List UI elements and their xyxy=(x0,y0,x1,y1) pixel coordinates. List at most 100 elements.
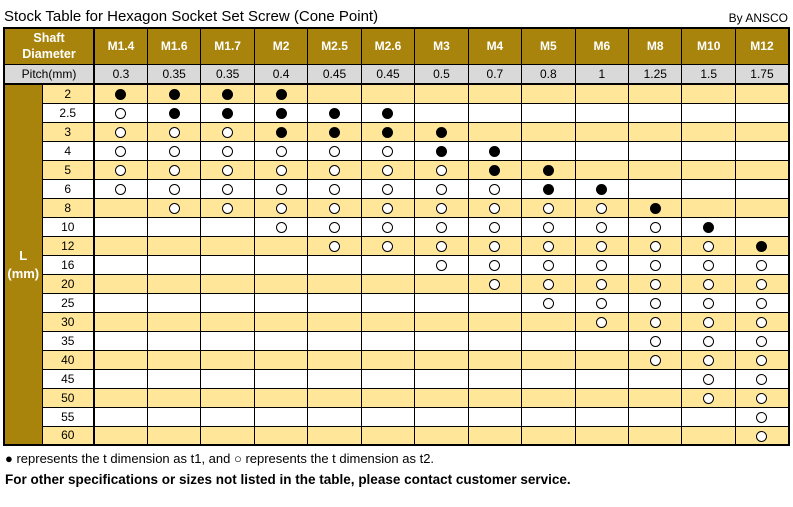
table-row-l3: 3 xyxy=(4,121,790,142)
open-circle-t2-icon xyxy=(489,240,501,252)
stock-cell-m2-l30 xyxy=(253,311,309,332)
open-circle-t2-icon xyxy=(168,164,180,176)
table-row-l10: 10 xyxy=(4,216,790,237)
pitch-value-m10: 1.5 xyxy=(681,63,736,85)
l-axis-label-line: (mm) xyxy=(7,265,40,281)
open-circle-t2-icon xyxy=(329,240,341,252)
table-row-l5: 5 xyxy=(4,159,790,180)
stock-cell-m6-l35 xyxy=(574,330,630,351)
stock-cell-m5-l30 xyxy=(521,311,576,332)
stock-cell-m8-l30 xyxy=(628,311,683,332)
open-circle-t2-icon xyxy=(542,278,554,290)
table-row-l20: 20 xyxy=(4,273,790,294)
open-circle-t2-icon xyxy=(703,316,715,328)
stock-cell-m2.6-l55 xyxy=(360,406,416,427)
stock-cell-m1.7-l20 xyxy=(200,273,255,294)
stock-cell-m8-l4 xyxy=(628,140,683,161)
stock-cell-m3-l20 xyxy=(414,273,469,294)
stock-cell-m1.6-l35 xyxy=(146,330,202,351)
stock-cell-m1.4-l10 xyxy=(93,216,148,237)
filled-circle-t1-icon xyxy=(329,126,341,138)
stock-cell-m10-l3 xyxy=(681,121,736,142)
stock-cell-m4-l35 xyxy=(467,330,523,351)
pitch-label: Pitch(mm) xyxy=(3,63,95,85)
stock-cell-m4-l50 xyxy=(467,387,523,408)
open-circle-t2-icon xyxy=(435,221,447,233)
filled-circle-t1-icon xyxy=(222,107,234,119)
table-row-l35: 35 xyxy=(4,330,790,351)
stock-cell-m10-l55 xyxy=(681,406,736,427)
stock-cell-m2-l8 xyxy=(253,197,309,218)
stock-cell-m10-l60 xyxy=(681,425,736,446)
pitch-value-m2: 0.4 xyxy=(253,63,309,85)
shaft-diameter-header: Shaft Diameter xyxy=(3,27,95,65)
stock-cell-m8-l60 xyxy=(628,425,683,446)
stock-cell-m1.7-l2 xyxy=(200,83,255,104)
open-circle-t2-icon xyxy=(222,202,234,214)
open-circle-t2-icon xyxy=(596,278,608,290)
stock-cell-m1.4-l55 xyxy=(93,406,148,427)
open-circle-t2-icon xyxy=(168,202,180,214)
stock-cell-m2-l55 xyxy=(253,406,309,427)
stock-cell-m2.6-l16 xyxy=(360,254,416,275)
stock-cell-m4-l3 xyxy=(467,121,523,142)
stock-cell-m5-l60 xyxy=(521,425,576,446)
stock-cell-m8-l25 xyxy=(628,292,683,313)
stock-cell-m2.6-l35 xyxy=(360,330,416,351)
stock-cell-m1.6-l25 xyxy=(146,292,202,313)
open-circle-t2-icon xyxy=(435,259,447,271)
stock-cell-m6-l4 xyxy=(574,140,630,161)
stock-cell-m8-l6 xyxy=(628,178,683,199)
open-circle-t2-icon xyxy=(115,164,127,176)
open-circle-t2-icon xyxy=(222,164,234,176)
column-header-m4: M4 xyxy=(467,27,523,65)
stock-cell-m1.7-l30 xyxy=(200,311,255,332)
stock-cell-m12-l3 xyxy=(734,121,790,142)
stock-cell-m2-l12 xyxy=(253,235,309,256)
open-circle-t2-icon xyxy=(596,240,608,252)
stock-cell-m1.4-l6 xyxy=(93,178,148,199)
open-circle-t2-icon xyxy=(703,335,715,347)
open-circle-t2-icon xyxy=(382,145,394,157)
table-row-l45: 45 xyxy=(4,368,790,389)
stock-cell-m1.7-l25 xyxy=(200,292,255,313)
open-circle-t2-icon xyxy=(756,259,768,271)
stock-cell-m6-l45 xyxy=(574,368,630,389)
filled-circle-t1-icon xyxy=(542,183,554,195)
stock-cell-m1.6-l20 xyxy=(146,273,202,294)
legend-text: ● represents the t dimension as t1, and … xyxy=(5,451,435,466)
open-circle-t2-icon xyxy=(222,145,234,157)
stock-cell-m2.6-l3 xyxy=(360,121,416,142)
stock-cell-m6-l60 xyxy=(574,425,630,446)
stock-cell-m10-l20 xyxy=(681,273,736,294)
length-cell: 30 xyxy=(41,311,95,332)
stock-cell-m5-l5 xyxy=(521,159,576,180)
stock-cell-m2-l50 xyxy=(253,387,309,408)
filled-circle-t1-icon xyxy=(168,89,180,101)
column-header-m1.4: M1.4 xyxy=(93,27,148,65)
shaft-diameter-header-line: Diameter xyxy=(22,47,76,62)
open-circle-t2-icon xyxy=(542,240,554,252)
open-circle-t2-icon xyxy=(703,373,715,385)
open-circle-t2-icon xyxy=(596,259,608,271)
stock-cell-m1.6-l16 xyxy=(146,254,202,275)
pitch-value-m6: 1 xyxy=(574,63,630,85)
open-circle-t2-icon xyxy=(649,259,661,271)
stock-cell-m3-l40 xyxy=(414,349,469,370)
stock-cell-m6-l6 xyxy=(574,178,630,199)
open-circle-t2-icon xyxy=(596,202,608,214)
stock-cell-m4-l30 xyxy=(467,311,523,332)
stock-cell-m4-l6 xyxy=(467,178,523,199)
stock-cell-m3-l30 xyxy=(414,311,469,332)
open-circle-t2-icon xyxy=(275,145,287,157)
filled-circle-t1-icon xyxy=(542,164,554,176)
stock-cell-m1.7-l60 xyxy=(200,425,255,446)
column-header-m10: M10 xyxy=(681,27,736,65)
stock-cell-m2.5-l16 xyxy=(307,254,362,275)
byline: By ANSCO xyxy=(728,11,788,25)
stock-cell-m12-l40 xyxy=(734,349,790,370)
open-circle-t2-icon xyxy=(382,183,394,195)
stock-cell-m2.6-l5 xyxy=(360,159,416,180)
stock-cell-m1.6-l2 xyxy=(146,83,202,104)
table-row-l30: 30 xyxy=(4,311,790,332)
